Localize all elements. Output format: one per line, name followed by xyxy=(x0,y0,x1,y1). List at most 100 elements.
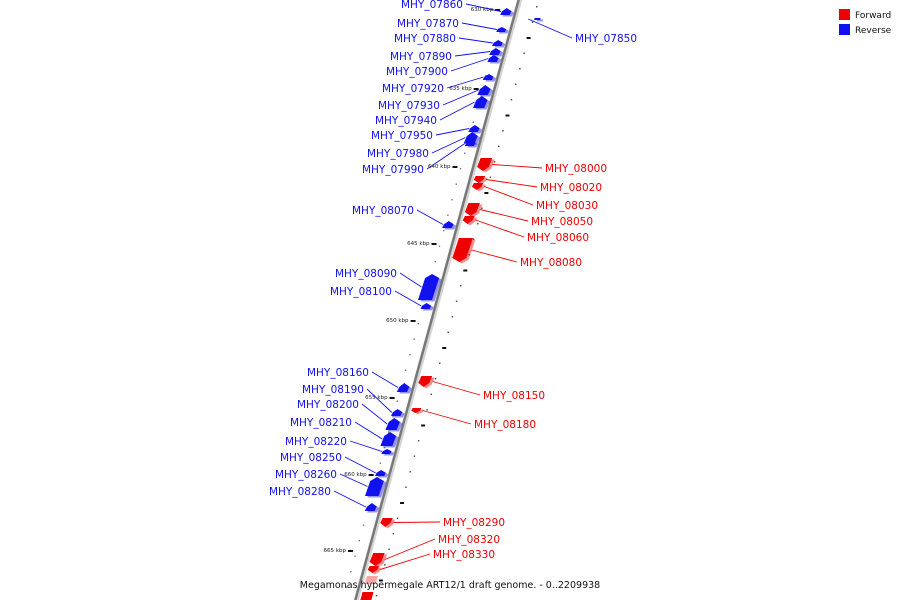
gene-connector xyxy=(432,381,481,396)
scale-dot xyxy=(417,440,420,442)
gene-label[interactable]: MHY_08180 xyxy=(474,419,536,431)
gene-glyph[interactable] xyxy=(464,140,476,146)
gene-glyph[interactable] xyxy=(471,183,484,190)
kbp-tick-mark xyxy=(473,88,479,90)
gene-label[interactable]: MHY_08150 xyxy=(483,390,545,402)
gene-glyph[interactable] xyxy=(381,449,392,454)
gene-glyph[interactable] xyxy=(489,48,501,55)
gene-glyph[interactable] xyxy=(418,376,433,387)
gene-label[interactable]: MHY_08090 xyxy=(335,268,397,280)
gene-glyph[interactable] xyxy=(369,553,385,566)
gene-label[interactable]: MHY_07950 xyxy=(371,130,433,142)
gene-glyph[interactable] xyxy=(463,132,478,143)
kbp-tick-label: 650 kbp xyxy=(386,318,409,324)
gene-connector xyxy=(465,3,502,12)
gene-glyph[interactable] xyxy=(367,566,380,573)
gene-label[interactable]: MHY_07990 xyxy=(362,164,424,176)
gene-connector xyxy=(344,456,377,474)
gene-label[interactable]: MHY_08210 xyxy=(290,417,352,429)
scale-dot xyxy=(426,409,428,411)
gene-glyph[interactable] xyxy=(492,40,503,46)
scale-dot xyxy=(455,300,458,302)
gene-label[interactable]: MHY_08060 xyxy=(527,232,589,244)
scale-dot xyxy=(460,285,462,287)
gene-glyph[interactable] xyxy=(411,408,422,413)
gene-connector xyxy=(454,51,491,57)
gene-label[interactable]: MHY_07890 xyxy=(390,51,452,63)
gene-label[interactable]: MHY_07940 xyxy=(375,115,437,127)
gene-glyph[interactable] xyxy=(391,409,403,416)
gene-connector xyxy=(458,37,493,44)
gene-glyph[interactable] xyxy=(452,238,473,262)
gene-label[interactable]: MHY_08200 xyxy=(297,399,359,411)
gene-glyph[interactable] xyxy=(473,96,488,108)
gene-label[interactable]: MHY_08050 xyxy=(531,216,593,228)
scale-dot xyxy=(531,21,534,23)
kbp-tick-label: 635 kbp xyxy=(449,86,472,92)
scale-dot xyxy=(345,586,348,588)
scale-dot xyxy=(476,223,479,225)
gene-glyph[interactable] xyxy=(500,8,512,15)
scale-dot xyxy=(375,595,378,597)
gene-label[interactable]: MHY_07920 xyxy=(382,83,444,95)
gene-label[interactable]: MHY_08250 xyxy=(280,452,342,464)
gene-glyph[interactable] xyxy=(380,432,397,446)
gene-label[interactable]: MHY_08260 xyxy=(275,469,337,481)
gene-glyph[interactable] xyxy=(418,274,440,300)
gene-glyph[interactable] xyxy=(385,418,400,430)
gene-glyph[interactable] xyxy=(360,592,374,600)
gene-label[interactable]: MHY_08080 xyxy=(520,257,582,269)
gene-connector xyxy=(431,137,466,154)
gene-glyph[interactable] xyxy=(442,221,454,228)
gene-label[interactable]: MHY_08030 xyxy=(536,200,598,212)
gene-glyph[interactable] xyxy=(468,125,480,132)
scale-dot xyxy=(362,524,365,526)
gene-label[interactable]: MHY_07980 xyxy=(367,148,429,160)
scale-dot xyxy=(409,354,411,356)
gene-glyph[interactable] xyxy=(420,303,432,309)
gene-glyph[interactable] xyxy=(462,216,475,224)
scale-dot xyxy=(451,199,453,201)
gene-label[interactable]: MHY_07850 xyxy=(575,33,637,45)
gene-label[interactable]: MHY_07880 xyxy=(394,33,456,45)
gene-label[interactable]: MHY_08070 xyxy=(352,205,414,217)
gene-label[interactable]: MHY_08330 xyxy=(433,549,495,561)
scale-tick xyxy=(484,192,489,194)
gene-glyph[interactable] xyxy=(380,518,393,527)
gene-glyph[interactable] xyxy=(396,383,410,392)
gene-label[interactable]: MHY_08160 xyxy=(307,367,369,379)
gene-label[interactable]: MHY_07930 xyxy=(378,100,440,112)
gene-label[interactable]: MHY_08290 xyxy=(443,517,505,529)
gene-label[interactable]: MHY_08100 xyxy=(330,286,392,298)
scale-dot xyxy=(434,378,437,380)
gene-glyph[interactable] xyxy=(364,503,377,511)
gene-glyph[interactable] xyxy=(375,470,386,476)
gene-glyph[interactable] xyxy=(477,85,491,95)
genome-backbone-core xyxy=(354,0,520,600)
scale-tick xyxy=(463,269,468,272)
gene-glyph[interactable] xyxy=(464,203,480,216)
gene-label[interactable]: MHY_08220 xyxy=(285,436,347,448)
gene-label[interactable]: MHY_07860 xyxy=(401,0,463,11)
gene-label[interactable]: MHY_08000 xyxy=(545,163,607,175)
gene-glyph[interactable] xyxy=(473,176,486,183)
gene-connector xyxy=(393,521,441,523)
gene-glyph[interactable] xyxy=(534,18,541,20)
gene-glyph[interactable] xyxy=(496,27,507,32)
scale-tick xyxy=(442,347,447,349)
gene-glyph[interactable] xyxy=(482,74,494,80)
kbp-tick-label: 630 kbp xyxy=(471,7,494,13)
gene-label[interactable]: MHY_07900 xyxy=(386,66,448,78)
gene-label[interactable]: MHY_08320 xyxy=(438,534,500,546)
gene-glyph[interactable] xyxy=(477,158,493,171)
gene-glyph[interactable] xyxy=(487,55,499,62)
gene-glyph[interactable] xyxy=(365,477,384,496)
gene-label[interactable]: MHY_08020 xyxy=(540,182,602,194)
gene-label[interactable]: MHY_08190 xyxy=(302,384,364,396)
legend: Forward Reverse xyxy=(839,9,892,36)
gene-label[interactable]: MHY_08280 xyxy=(269,486,331,498)
gene-label[interactable]: MHY_07870 xyxy=(397,18,459,30)
kbp-tick-mark xyxy=(431,243,437,245)
gene-glyph[interactable] xyxy=(364,576,378,584)
scale-dot xyxy=(447,331,449,333)
